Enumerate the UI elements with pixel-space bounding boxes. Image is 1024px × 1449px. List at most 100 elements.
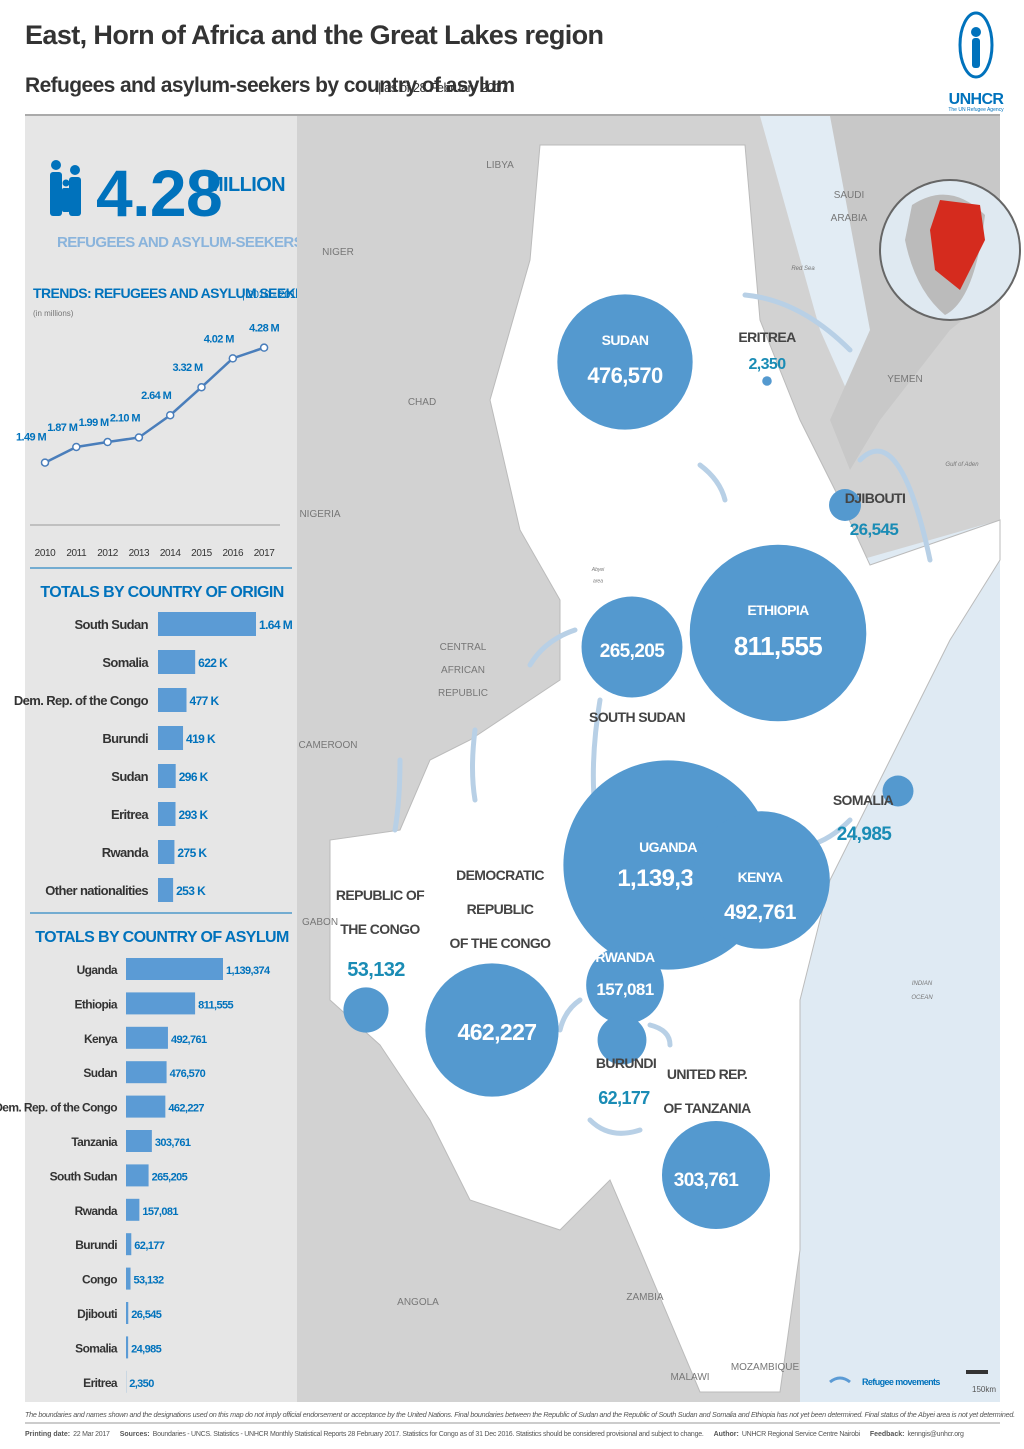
bubble-name: REPUBLIC: [467, 901, 534, 917]
trend-point: [228, 354, 238, 363]
bar: [158, 802, 176, 826]
bubble-name: SUDAN: [602, 332, 649, 348]
bar-value-label: 2,350: [129, 1378, 154, 1390]
legend-text: Refugee movements: [862, 1377, 940, 1387]
origin-title: TOTALS BY COUNTRY OF ORIGIN: [40, 584, 283, 601]
bar: [126, 992, 196, 1015]
bubble: [557, 294, 693, 430]
trend-value-label: 2.64 M: [141, 390, 171, 402]
bar-category: Kenya: [84, 1032, 118, 1046]
bubble-value: 26,545: [850, 520, 899, 539]
total-value: 4.28: [96, 156, 222, 230]
bar: [126, 1164, 149, 1187]
bubble-name: SOMALIA: [833, 792, 894, 808]
bar-value-label: 26,545: [131, 1309, 162, 1321]
bubble-name: KENYA: [738, 869, 783, 885]
bubble-value: 157,081: [596, 980, 653, 999]
bar: [126, 1198, 140, 1221]
bubble: [425, 963, 559, 1097]
bar: [158, 612, 256, 636]
bubble: [689, 544, 867, 722]
logo-mark: [958, 11, 994, 79]
trend-value-label: 1.49 M: [16, 432, 46, 444]
footer-label: Printing date:: [25, 1431, 70, 1438]
map-label: INDIAN: [912, 981, 933, 987]
map-label: MOZAMBIQUE: [731, 1362, 800, 1373]
bar-category: Burundi: [75, 1238, 117, 1252]
logo-text: UNHCR: [949, 91, 1005, 108]
bubble-name: UGANDA: [639, 839, 697, 855]
bubble-value: 476,570: [587, 363, 663, 388]
total-unit: MILLION: [207, 174, 285, 196]
bar-category: Tanzania: [71, 1135, 118, 1149]
bubble-name: BURUNDI: [596, 1055, 656, 1071]
bar: [158, 840, 175, 864]
bar: [126, 1302, 129, 1324]
bar-category: Ethiopia: [74, 997, 117, 1011]
bar-value-label: 1.64 M: [259, 618, 293, 632]
map-label: YEMEN: [887, 374, 923, 385]
map-label: AFRICAN: [441, 665, 485, 676]
x-tick-label: 2011: [66, 548, 87, 559]
bar-category: Rwanda: [75, 1204, 118, 1218]
map-label: Abyei: [591, 567, 605, 573]
footer-label: Feedback:: [870, 1431, 905, 1438]
bubble-name: THE CONGO: [340, 921, 420, 937]
bar: [126, 958, 223, 980]
bar: [158, 688, 187, 712]
bar-value-label: 53,132: [134, 1275, 165, 1287]
asylum-title: TOTALS BY COUNTRY OF ASYLUM: [35, 929, 289, 946]
bubble-name: RWANDA: [595, 949, 655, 965]
bubble-value: 265,205: [600, 641, 666, 662]
map-label: LIBYA: [486, 160, 514, 171]
footer-text: kenngis@unhcr.org: [907, 1431, 964, 1438]
bar-category: Other nationalities: [45, 883, 148, 898]
trend-point: [40, 458, 50, 467]
trend-title: TRENDS: REFUGEES AND ASYLUM SEEKERS: [33, 285, 322, 301]
bar-category: South Sudan: [74, 617, 148, 632]
bubble-name: SOUTH SUDAN: [589, 709, 686, 725]
trend-point: [197, 382, 206, 392]
scale-bar: [966, 1370, 988, 1374]
people-icon: [50, 160, 81, 216]
trend-y-label: (in millions): [33, 309, 74, 318]
bar-value-label: 462,227: [168, 1103, 204, 1115]
bar-value-label: 296 K: [179, 770, 209, 784]
bubble-value: 62,177: [598, 1088, 650, 1108]
trend-point: [72, 442, 81, 452]
map-label: NIGERIA: [299, 509, 340, 520]
bar-value-label: 275 K: [177, 846, 207, 860]
map-label: ARABIA: [831, 213, 868, 224]
trend-line: [44, 346, 265, 464]
map-label: Gulf of Aden: [945, 462, 979, 468]
trend-value-label: 1.99 M: [79, 417, 109, 429]
bar: [158, 878, 174, 902]
total-label: REFUGEES AND ASYLUM-SEEKERS: [57, 234, 304, 251]
x-tick-label: 2014: [160, 548, 181, 559]
footer-text: Boundaries - UNCS. Statistics - UNHCR Mo…: [153, 1431, 704, 1438]
bubble-name: OF THE CONGO: [450, 935, 552, 951]
bar: [158, 764, 176, 788]
bar-value-label: 24,985: [131, 1343, 162, 1355]
bar-value-label: 293 K: [179, 808, 209, 822]
bar-value-label: 492,761: [171, 1034, 207, 1046]
bubble-name: DJIBOUTI: [845, 490, 906, 506]
map-label: CENTRAL: [440, 642, 487, 653]
bubble-value: 24,985: [837, 824, 893, 845]
trend-point: [103, 437, 112, 447]
bar-category: Congo: [82, 1273, 117, 1287]
bar-value-label: 265,205: [152, 1171, 188, 1183]
bar-category: Burundi: [102, 731, 148, 746]
bar-category: Sudan: [83, 1066, 117, 1080]
bubble-value: 303,761: [674, 1170, 740, 1191]
trend-value-label: 4.02 M: [204, 333, 234, 345]
bar-category: Eritrea: [111, 807, 149, 822]
x-tick-label: 2016: [222, 548, 243, 559]
bar-value-label: 477 K: [190, 694, 220, 708]
bar-value-label: 62,177: [134, 1240, 165, 1252]
bubble-value: 53,132: [347, 959, 405, 981]
bubble: [586, 946, 664, 1024]
bar-category: Rwanda: [102, 845, 150, 860]
bar-category: Somalia: [75, 1341, 118, 1355]
